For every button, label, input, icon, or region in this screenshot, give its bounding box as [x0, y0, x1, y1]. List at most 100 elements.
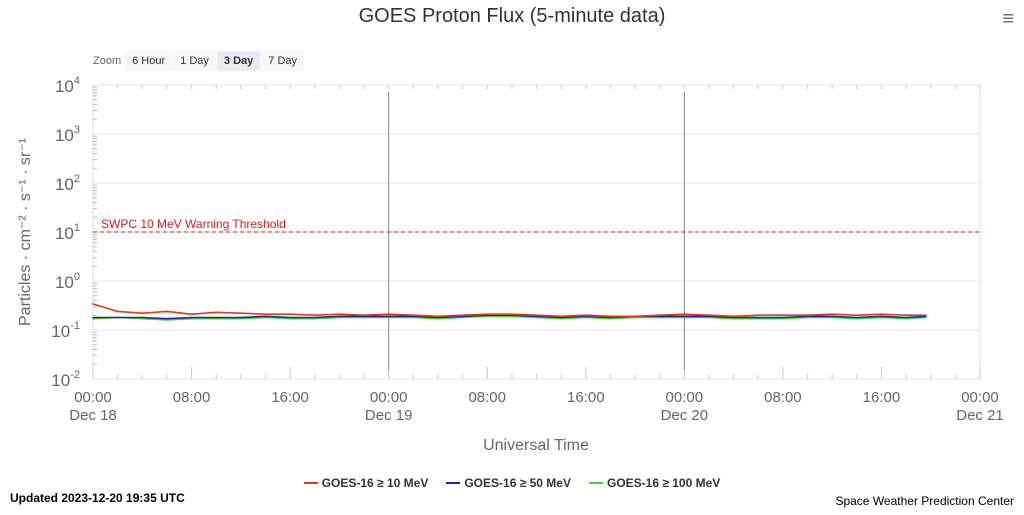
data-point [116, 310, 119, 313]
data-point [240, 316, 242, 319]
data-point [757, 317, 760, 320]
legend-item-10mev[interactable]: GOES-16 ≥ 10 MeV [303, 476, 429, 490]
data-point [289, 316, 291, 319]
data-point [609, 317, 612, 320]
legend: GOES-16 ≥ 10 MeV GOES-16 ≥ 50 MeV GOES-1… [0, 476, 1024, 490]
data-point [584, 314, 587, 317]
x-tick-time: 00:00 [370, 389, 408, 406]
zoom-selector: Zoom 6 Hour 1 Day 3 Day 7 Day [93, 51, 305, 71]
data-point [880, 313, 883, 316]
x-tick-time: 16:00 [567, 389, 605, 406]
data-point [732, 317, 735, 320]
data-point [92, 317, 94, 320]
legend-item-50mev[interactable]: GOES-16 ≥ 50 MeV [446, 476, 571, 490]
data-point [289, 313, 291, 316]
zoom-1-day-button[interactable]: 1 Day [173, 51, 216, 71]
hamburger-menu-icon[interactable]: ≡ [1002, 8, 1014, 30]
y-tick-label: 104 [55, 75, 80, 96]
data-point [658, 314, 661, 317]
legend-label: GOES-16 ≥ 10 MeV [321, 476, 429, 490]
data-point [116, 316, 119, 319]
x-tick-date: Dec 21 [956, 407, 1004, 424]
legend-label: GOES-16 ≥ 50 MeV [464, 476, 571, 490]
x-tick-date: Dec 18 [69, 407, 117, 424]
y-tick-label: 100 [55, 271, 80, 292]
x-tick-time: 00:00 [666, 389, 704, 406]
data-point [215, 311, 217, 314]
data-point [437, 315, 439, 318]
y-tick-label: 102 [55, 173, 80, 194]
data-point [924, 314, 927, 317]
x-tick-time: 08:00 [173, 389, 211, 406]
data-point [190, 316, 193, 319]
x-tick-date: Dec 19 [365, 407, 413, 424]
data-point [856, 316, 858, 319]
data-point [313, 314, 316, 317]
data-point [856, 317, 858, 320]
data-point [683, 313, 686, 316]
threshold-label: SWPC 10 MeV Warning Threshold [101, 217, 286, 231]
data-point [806, 314, 809, 317]
data-point [782, 314, 784, 317]
y-tick-label: 103 [55, 124, 80, 145]
legend-item-100mev[interactable]: GOES-16 ≥ 100 MeV [588, 476, 721, 490]
data-point [831, 315, 833, 318]
data-point [92, 303, 94, 305]
data-point [387, 313, 390, 316]
data-point [609, 315, 612, 318]
data-point [880, 315, 883, 318]
zoom-6-hour-button[interactable]: 6 Hour [125, 51, 173, 71]
data-point [215, 317, 217, 320]
data-point [560, 317, 562, 320]
data-point [905, 314, 907, 317]
data-point [905, 317, 907, 320]
data-point [535, 314, 538, 317]
data-point [338, 313, 341, 316]
updated-timestamp: Updated 2023-12-20 19:35 UTC [10, 491, 185, 505]
credit-text: Space Weather Prediction Center [835, 494, 1014, 508]
x-tick-time: 08:00 [468, 389, 506, 406]
series-line-0 [92, 303, 926, 318]
x-tick-time: 08:00 [764, 389, 802, 406]
data-point [215, 316, 217, 319]
data-point [732, 315, 735, 318]
data-point [166, 319, 168, 321]
data-point [732, 316, 735, 319]
x-tick-time: 16:00 [271, 389, 309, 406]
data-point [240, 317, 242, 320]
x-axis-title: Universal Time [483, 437, 589, 454]
data-point [437, 317, 439, 320]
x-tick-date: Dec 20 [661, 407, 709, 424]
data-point [412, 314, 415, 317]
zoom-3-day-button[interactable]: 3 Day [216, 51, 261, 71]
data-point [313, 317, 316, 320]
data-point [782, 317, 784, 320]
data-point [141, 316, 144, 319]
data-point [757, 314, 760, 317]
zoom-7-day-button[interactable]: 7 Day [261, 51, 305, 71]
data-point [831, 313, 833, 316]
data-point [264, 315, 267, 318]
data-point [190, 313, 193, 316]
legend-swatch [588, 482, 603, 484]
data-point [461, 314, 464, 317]
data-point [240, 312, 242, 315]
data-point [166, 317, 168, 320]
data-point [560, 316, 562, 319]
chart-title: GOES Proton Flux (5-minute data) [358, 5, 666, 27]
data-point [141, 312, 144, 315]
legend-label: GOES-16 ≥ 100 MeV [606, 476, 721, 490]
y-tick-label: 10-1 [51, 320, 80, 341]
data-point [338, 315, 341, 318]
y-tick-label: 101 [55, 222, 80, 243]
data-point [264, 313, 267, 316]
legend-swatch [446, 482, 461, 484]
data-point [387, 315, 390, 318]
data-point [313, 316, 316, 319]
data-point [560, 315, 562, 318]
y-tick-label: 10-2 [51, 369, 80, 390]
data-point [708, 314, 710, 317]
data-point [437, 316, 439, 319]
data-point [511, 313, 513, 316]
